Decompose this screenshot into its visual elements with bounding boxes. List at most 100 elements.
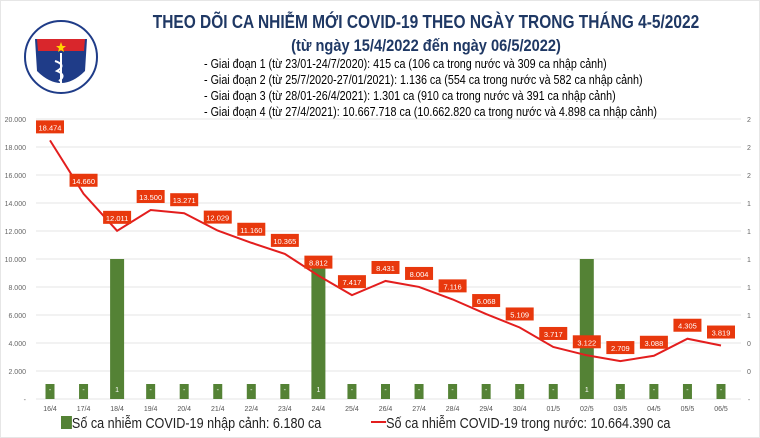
bar	[280, 384, 290, 399]
x-tick-label: 30/4	[513, 406, 527, 413]
data-label: 6.068	[477, 297, 496, 306]
data-label-box	[405, 266, 434, 280]
right-tick-label: 1	[747, 285, 751, 292]
x-tick-label: 29/4	[479, 406, 493, 413]
x-tick-label: 28/4	[446, 406, 460, 413]
left-tick-label: 18.000	[5, 145, 27, 152]
x-tick-label: 27/4	[412, 406, 426, 413]
x-tick-label: 23/4	[278, 406, 292, 413]
data-label: 8.004	[410, 270, 429, 279]
bar-label: -	[82, 387, 85, 394]
left-tick-label: 4.000	[8, 341, 26, 348]
chart-subtitle: (từ ngày 15/4/2022 đến ngày 06/5/2022)	[291, 36, 561, 55]
bar-label: -	[552, 387, 555, 394]
bar-label: 1	[316, 387, 320, 394]
right-tick-label: 1	[747, 229, 751, 236]
data-label-box	[203, 210, 232, 224]
bar	[548, 384, 558, 399]
data-label: 5.109	[510, 310, 529, 319]
data-label: 18.474	[39, 123, 62, 132]
bar-label: 1	[585, 387, 589, 394]
data-label-box	[572, 335, 601, 349]
legend-bar-label: Số ca nhiễm COVID-19 nhập cảnh: 6.180 ca	[71, 415, 322, 432]
bar	[79, 384, 89, 399]
bar	[682, 384, 692, 399]
bar	[110, 259, 125, 399]
bar-label: -	[653, 387, 656, 394]
right-tick-label: -	[748, 397, 751, 404]
data-label-box	[606, 341, 635, 355]
bar	[649, 384, 659, 399]
x-tick-label: 16/4	[43, 406, 57, 413]
data-label-box	[69, 173, 98, 187]
right-tick-label: 1	[747, 201, 751, 208]
bar	[179, 384, 189, 399]
chart-title: THEO DÕI CA NHIỄM MỚI COVID-19 THEO NGÀY…	[152, 12, 700, 32]
bar-label: -	[183, 387, 186, 394]
left-tick-label: 20.000	[5, 117, 27, 124]
left-tick-label: 16.000	[5, 173, 27, 180]
bar-label: -	[485, 387, 488, 394]
bar-label: -	[250, 387, 253, 394]
data-label-box	[472, 294, 501, 308]
data-label-box	[639, 335, 668, 349]
data-label-box	[103, 210, 132, 224]
data-label: 2.709	[611, 344, 630, 353]
bar	[515, 384, 525, 399]
left-tick-label: 12.000	[5, 229, 27, 236]
data-label: 3.088	[645, 339, 664, 348]
x-tick-label: 04/5	[647, 406, 661, 413]
legend-line-swatch	[371, 421, 387, 423]
x-tick-label: 01/5	[546, 406, 560, 413]
x-tick-label: 25/4	[345, 406, 359, 413]
left-tick-label: 8.000	[8, 285, 26, 292]
legend-bar-swatch	[61, 416, 72, 429]
x-tick-label: 17/4	[77, 406, 91, 413]
right-tick-label: 0	[747, 341, 751, 348]
data-label: 14.660	[72, 177, 95, 186]
right-tick-label: 2	[747, 173, 751, 180]
bar	[615, 384, 625, 399]
x-tick-label: 05/5	[681, 406, 695, 413]
left-tick-label: 14.000	[5, 201, 27, 208]
right-tick-label: 0	[747, 369, 751, 376]
left-tick-label: -	[24, 397, 27, 404]
left-tick-label: 2.000	[8, 369, 26, 376]
x-tick-label: 24/4	[312, 406, 326, 413]
data-label: 7.417	[343, 278, 362, 287]
data-label: 8.812	[309, 259, 328, 268]
bar	[448, 384, 458, 399]
x-tick-label: 26/4	[379, 406, 393, 413]
bar-label: -	[149, 387, 152, 394]
data-label: 3.717	[544, 330, 563, 339]
data-label: 3.819	[712, 329, 731, 338]
x-tick-label: 20/4	[177, 406, 191, 413]
data-label: 3.122	[577, 338, 596, 347]
x-tick-label: 22/4	[244, 406, 258, 413]
bar-label: -	[451, 387, 454, 394]
data-label-box	[270, 233, 299, 247]
right-tick-label: 1	[747, 313, 751, 320]
data-label: 11.160	[240, 226, 262, 235]
right-tick-label: 2	[747, 145, 751, 152]
bar	[381, 384, 390, 399]
left-tick-label: 6.000	[8, 313, 26, 320]
bar-label: -	[384, 387, 387, 394]
bar-label: -	[351, 387, 354, 394]
line-series	[49, 139, 722, 363]
bar-label: -	[418, 387, 421, 394]
data-label-box	[36, 120, 64, 134]
bar	[45, 384, 55, 399]
x-tick-label: 21/4	[211, 406, 225, 413]
bar-label: -	[720, 387, 723, 394]
data-label: 12.029	[206, 214, 229, 223]
data-label: 7.116	[443, 282, 461, 291]
x-tick-label: 02/5	[580, 406, 594, 413]
bar	[414, 384, 424, 399]
data-label: 13.500	[139, 193, 162, 202]
bar-label: -	[619, 387, 622, 394]
data-label-box	[337, 275, 366, 289]
bar	[716, 384, 726, 399]
bar-label: -	[49, 387, 52, 394]
